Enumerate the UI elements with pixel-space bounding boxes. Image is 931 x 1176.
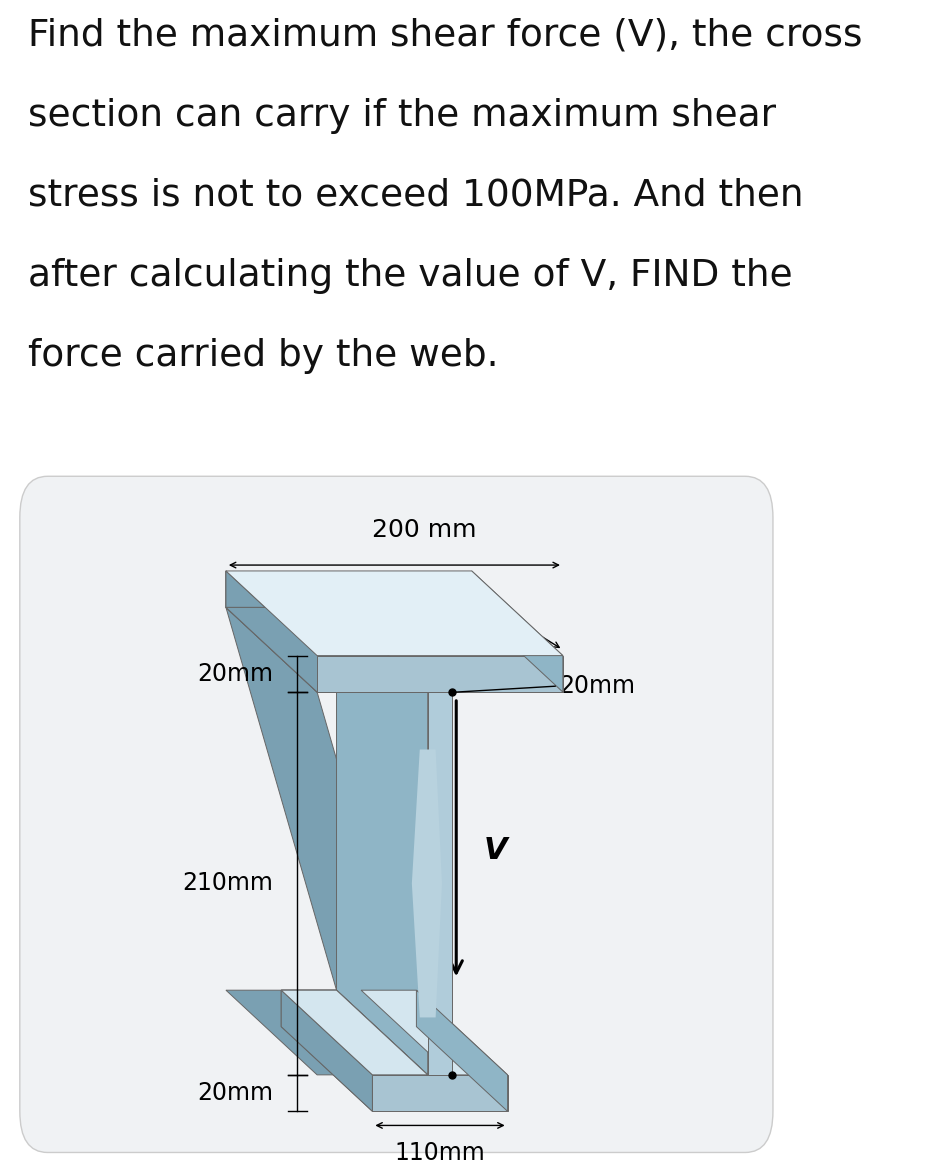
- Polygon shape: [226, 990, 427, 1075]
- Polygon shape: [472, 572, 563, 693]
- Polygon shape: [226, 572, 472, 608]
- Polygon shape: [226, 572, 427, 693]
- Text: V: V: [484, 836, 507, 864]
- Polygon shape: [427, 693, 452, 1075]
- Polygon shape: [226, 572, 317, 693]
- Text: stress is not to exceed 100MPa. And then: stress is not to exceed 100MPa. And then: [28, 178, 803, 214]
- Polygon shape: [281, 990, 427, 1111]
- Text: 210mm: 210mm: [182, 871, 274, 895]
- Polygon shape: [416, 990, 507, 1111]
- Polygon shape: [361, 990, 507, 1075]
- Text: after calculating the value of V, FIND the: after calculating the value of V, FIND t…: [28, 258, 792, 294]
- FancyBboxPatch shape: [20, 476, 773, 1152]
- Text: 20mm: 20mm: [197, 662, 274, 686]
- Text: section can carry if the maximum shear: section can carry if the maximum shear: [28, 98, 776, 134]
- Text: force carried by the web.: force carried by the web.: [28, 338, 498, 374]
- Text: 110mm: 110mm: [395, 1141, 485, 1164]
- Polygon shape: [226, 608, 427, 693]
- Polygon shape: [226, 608, 427, 1075]
- Polygon shape: [281, 990, 427, 1075]
- Polygon shape: [412, 749, 442, 1017]
- Text: 20mm: 20mm: [560, 674, 635, 699]
- Polygon shape: [226, 608, 427, 693]
- Polygon shape: [281, 990, 416, 1027]
- Polygon shape: [281, 990, 372, 1111]
- Polygon shape: [226, 572, 563, 656]
- Text: 20mm: 20mm: [197, 1081, 274, 1105]
- Text: 200 mm: 200 mm: [371, 517, 477, 542]
- Polygon shape: [372, 1075, 507, 1111]
- Polygon shape: [226, 572, 317, 693]
- Polygon shape: [281, 990, 427, 1075]
- Polygon shape: [336, 608, 427, 1075]
- Text: Find the maximum shear force (V), the cross: Find the maximum shear force (V), the cr…: [28, 18, 862, 54]
- Polygon shape: [317, 656, 563, 693]
- Polygon shape: [336, 608, 361, 990]
